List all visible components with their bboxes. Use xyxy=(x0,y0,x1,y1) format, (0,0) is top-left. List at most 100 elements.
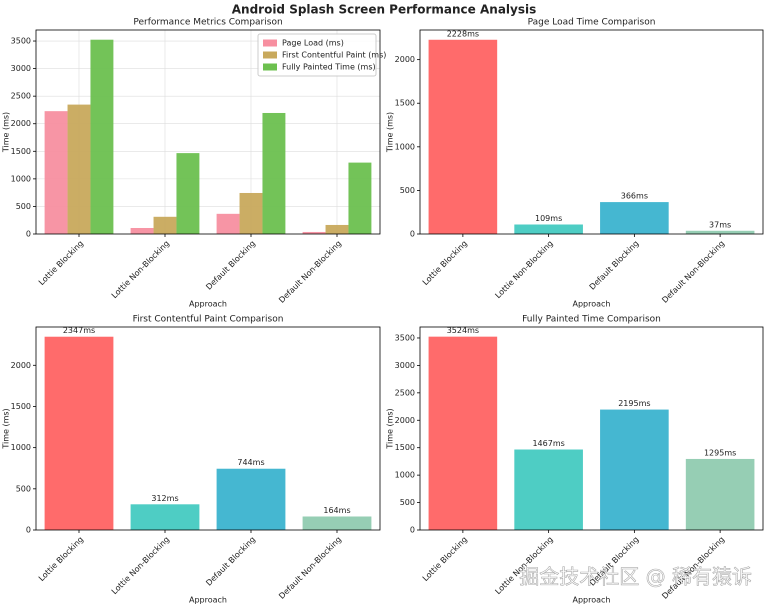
y-tick-label: 2000 xyxy=(395,416,415,425)
bar xyxy=(44,111,68,234)
bar xyxy=(153,216,177,234)
y-tick-label: 2000 xyxy=(11,119,31,128)
legend-box xyxy=(257,33,377,77)
y-tick-label: 1000 xyxy=(11,174,31,183)
y-axis-label: Time (ms) xyxy=(2,112,11,153)
bar xyxy=(130,227,154,234)
x-axis-label: Approach xyxy=(189,300,227,309)
y-axis-label: Time (ms) xyxy=(2,408,11,449)
y-tick-label: 3500 xyxy=(395,333,415,342)
bar xyxy=(514,449,583,530)
x-tick-label: Lottie Blocking xyxy=(421,239,469,287)
x-axis-label: Approach xyxy=(572,596,610,605)
value-label: 164ms xyxy=(323,506,350,515)
y-tick-label: 1500 xyxy=(395,443,415,452)
bar xyxy=(176,153,200,234)
y-tick-label: 3000 xyxy=(395,361,415,370)
watermark: 掘金技术社区 @ 稀有猿诉 xyxy=(519,565,752,589)
x-axis-label: Approach xyxy=(572,300,610,309)
y-axis-label: Time (ms) xyxy=(386,408,395,449)
bar xyxy=(302,516,372,530)
bar xyxy=(90,39,114,235)
x-tick-label: Lottie Non-Blocking xyxy=(493,239,554,300)
figure-title: Android Splash Screen Performance Analys… xyxy=(232,3,537,17)
value-label: 2195ms xyxy=(618,399,650,408)
y-tick-label: 500 xyxy=(16,484,31,493)
y-tick-label: 2000 xyxy=(11,361,31,370)
x-tick-label: Lottie Blocking xyxy=(37,535,85,583)
bar xyxy=(600,409,669,530)
bar xyxy=(685,230,755,234)
subplot-title: Fully Painted Time Comparison xyxy=(522,315,661,325)
legend-swatch xyxy=(263,63,277,71)
bar xyxy=(302,231,326,234)
y-tick-label: 1000 xyxy=(11,443,31,452)
y-tick-label: 1500 xyxy=(11,402,31,411)
bar xyxy=(428,39,498,235)
y-tick-label: 1500 xyxy=(11,147,31,156)
axes-frame xyxy=(35,326,381,531)
y-tick-label: 0 xyxy=(410,230,415,239)
x-tick-label: Default Non-Blocking xyxy=(660,239,726,305)
value-label: 109ms xyxy=(535,214,562,223)
value-label: 312ms xyxy=(151,494,178,503)
bar xyxy=(130,504,200,530)
y-tick-label: 0 xyxy=(26,526,31,535)
y-tick-label: 0 xyxy=(410,526,415,535)
value-label: 1467ms xyxy=(532,439,564,448)
y-tick-label: 500 xyxy=(400,498,415,507)
x-tick-label: Lottie Non-Blocking xyxy=(110,535,171,596)
legend-label: Fully Painted Time (ms) xyxy=(282,63,376,72)
x-tick-label: Default Blocking xyxy=(204,239,257,292)
legend-label: Page Load (ms) xyxy=(282,39,344,48)
x-axis-label: Approach xyxy=(189,596,227,605)
bar xyxy=(44,336,114,530)
value-label: 366ms xyxy=(621,192,648,201)
axes-frame xyxy=(419,29,764,235)
y-tick-label: 1000 xyxy=(395,471,415,480)
bar xyxy=(67,104,91,234)
value-label: 2228ms xyxy=(447,29,479,38)
bar xyxy=(239,192,263,234)
bar xyxy=(514,224,583,234)
x-tick-label: Default Blocking xyxy=(588,239,641,292)
axes-frame xyxy=(35,29,381,235)
subplot-title: First Contentful Paint Comparison xyxy=(133,315,284,325)
legend-swatch xyxy=(263,39,277,47)
y-tick-label: 3500 xyxy=(11,37,31,46)
x-tick-label: Default Non-Blocking xyxy=(277,535,343,601)
subplot-title: Performance Metrics Comparison xyxy=(133,18,282,28)
y-tick-label: 0 xyxy=(26,230,31,239)
bar xyxy=(262,112,286,234)
bar xyxy=(428,336,498,530)
y-tick-label: 500 xyxy=(16,202,31,211)
axes-frame xyxy=(419,326,764,531)
value-label: 744ms xyxy=(237,458,264,467)
value-label: 3524ms xyxy=(447,326,479,335)
y-axis-label: Time (ms) xyxy=(386,112,395,153)
y-tick-label: 1500 xyxy=(395,99,415,108)
y-tick-label: 2500 xyxy=(11,92,31,101)
plots: Performance Metrics Comparison Approach Ti… xyxy=(2,18,764,605)
x-tick-label: Lottie Blocking xyxy=(421,535,469,583)
y-tick-label: 1000 xyxy=(395,142,415,151)
y-tick-label: 500 xyxy=(400,186,415,195)
value-label: 1295ms xyxy=(704,448,736,457)
value-label: 2347ms xyxy=(63,326,95,335)
bar xyxy=(325,224,349,234)
bar xyxy=(348,162,372,234)
legend-swatch xyxy=(263,51,277,59)
bar xyxy=(216,468,286,530)
y-tick-label: 3000 xyxy=(11,64,31,73)
y-tick-label: 2500 xyxy=(395,388,415,397)
bar xyxy=(685,458,755,530)
value-label: 37ms xyxy=(709,220,731,229)
bar xyxy=(600,202,669,234)
x-tick-label: Lottie Non-Blocking xyxy=(110,239,171,300)
x-tick-label: Lottie Blocking xyxy=(37,239,85,287)
subplot-title: Page Load Time Comparison xyxy=(528,18,656,28)
bar xyxy=(216,213,240,234)
x-tick-label: Default Blocking xyxy=(204,535,257,588)
y-tick-label: 2000 xyxy=(395,55,415,64)
